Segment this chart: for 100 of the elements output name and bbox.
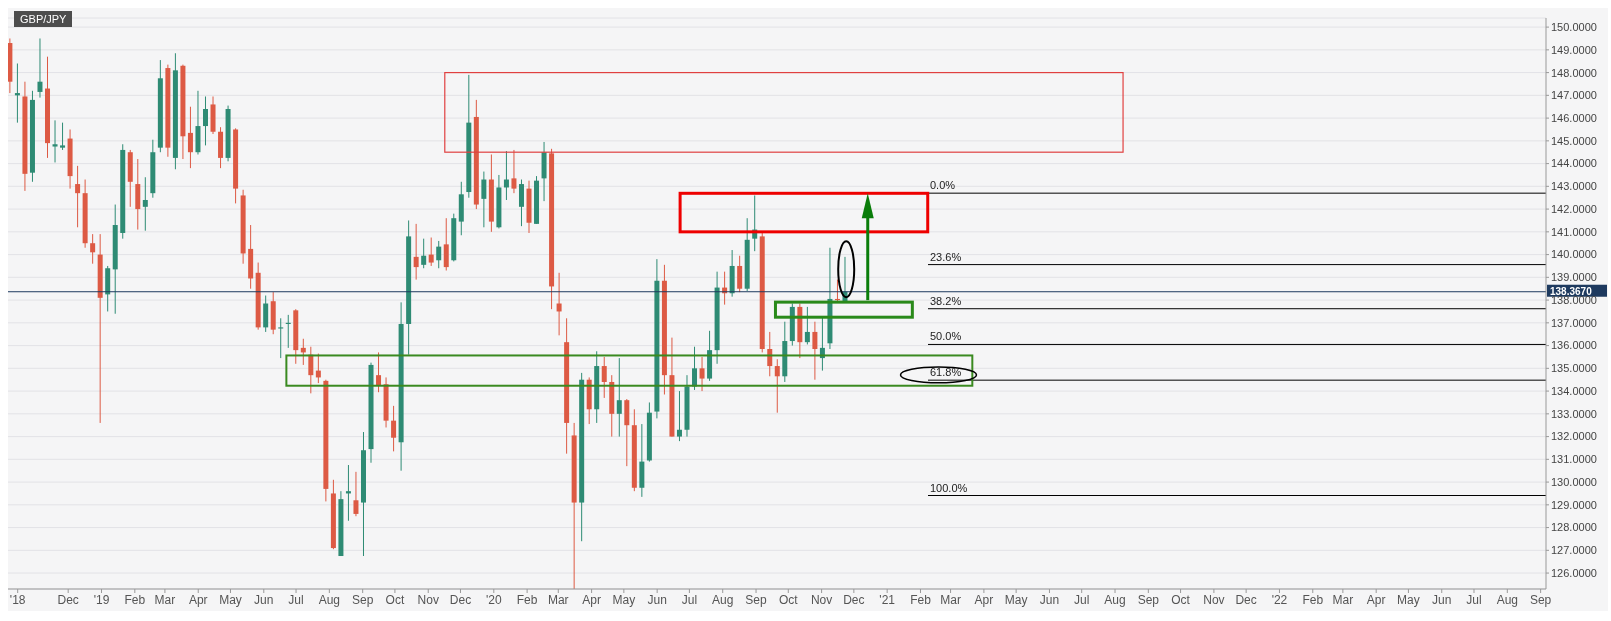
y-tick-label: 142.0000 [1551,203,1597,215]
x-tick-label: Sep [1137,592,1160,607]
x-tick-label: Dec [843,592,865,607]
candlestick [413,223,419,281]
x-tick-label: Jul [288,592,304,607]
candlestick [142,176,148,232]
y-tick-label: 146.0000 [1551,112,1597,124]
x-tick-label: Mar [940,592,961,607]
x-tick-label: Feb [516,592,538,607]
candlestick [676,390,682,442]
y-tick-label: 129.0000 [1551,498,1597,511]
annotation: 38.2% [930,294,962,307]
x-tick-label: May [1397,592,1420,607]
candlestick [428,237,434,267]
candlestick [692,346,698,391]
x-tick-label: Oct [1171,592,1191,607]
candlestick [511,149,517,194]
x-tick-label: Nov [417,592,439,607]
chart-title: GBP/JPY [14,11,73,27]
x-tick-label: May [612,592,636,607]
candlestick [52,119,58,163]
x-tick-label: Nov [1203,592,1225,607]
y-tick-label: 150.0000 [1551,21,1597,33]
candlestick [436,240,442,269]
x-tick-label: Apr [582,592,601,607]
candlestick [518,179,524,227]
candlestick [263,295,269,333]
y-tick-label: 126.0000 [1551,566,1597,579]
x-tick-label: Jun [254,592,274,607]
candlestick [804,306,810,345]
x-tick-label: Oct [385,592,405,607]
y-tick-label: 148.0000 [1551,66,1597,79]
y-tick-label: 139.0000 [1551,271,1597,284]
candlestick [616,357,622,438]
candlestick [14,63,20,124]
candlestick [345,464,351,522]
candlestick [308,346,314,394]
x-tick-label: Feb [1302,592,1324,607]
y-tick-label: 135.0000 [1551,362,1597,375]
x-tick-label: Feb [124,592,146,607]
y-tick-label: 145.0000 [1551,134,1597,147]
y-tick-label: 136.0000 [1551,339,1597,352]
candlestick [187,106,193,169]
x-tick-label: Aug [712,592,734,607]
x-tick-label: '22 [1271,592,1288,607]
y-tick-label: 128.0000 [1551,521,1597,534]
x-tick-label: May [1004,592,1028,607]
ref-line-label: 138.3670 [1550,285,1593,297]
x-tick-label: Sep [1529,592,1552,607]
y-tick-label: 137.0000 [1551,316,1597,329]
y-tick-label: 147.0000 [1551,89,1597,102]
x-tick-label: Dec [449,592,472,607]
x-tick-label: Sep [352,592,374,607]
x-tick-label: Apr [1366,592,1386,607]
x-tick-label: Aug [1104,592,1126,607]
x-tick-label: '18 [9,592,26,607]
y-tick-label: 127.0000 [1551,544,1597,557]
annotation: 0.0% [930,179,956,192]
candlestick [601,356,607,399]
annotation: 61.8% [930,366,962,379]
y-tick-label: 132.0000 [1551,430,1597,443]
y-tick-label: 144.0000 [1551,157,1597,170]
y-tick-label: 140.0000 [1551,248,1597,261]
x-tick-label: '21 [879,592,896,607]
x-tick-label: Aug [318,592,341,607]
x-tick-label: Jul [1074,592,1090,607]
candlestick [278,317,284,359]
x-tick-label: May [219,592,242,607]
candlestick [699,356,705,392]
candlestick [90,233,96,265]
annotation: 23.6% [930,250,962,263]
x-tick-label: Apr [188,592,208,607]
x-tick-label: Oct [778,592,799,607]
y-tick-label: 149.0000 [1551,43,1597,56]
x-tick-label: Dec [1235,592,1257,607]
candlestick [203,95,208,146]
candlestick [774,358,780,414]
candlestick [737,255,743,293]
y-tick-label: 143.0000 [1551,180,1597,193]
y-tick-label: 131.0000 [1551,453,1597,466]
x-tick-label: Feb [910,592,932,607]
x-tick-label: Jun [1432,592,1452,607]
y-tick-label: 133.0000 [1551,407,1597,420]
candlestick [481,171,487,228]
x-tick-label: Jun [1039,592,1060,607]
annotation: 100.0% [930,481,968,494]
candlestick [37,37,43,99]
x-tick-label: Mar [1332,592,1354,607]
x-tick-label: Apr [974,592,994,607]
x-tick-label: Nov [810,592,833,607]
candlestick [376,351,382,393]
candlestick [812,321,818,381]
candlestick [391,405,397,452]
x-tick-label: Jul [681,592,698,607]
x-tick-label: Sep [745,592,768,607]
x-tick-label: Jun [647,592,667,607]
y-tick-label: 141.0000 [1551,225,1597,238]
x-tick-label: '19 [93,592,110,607]
candlestick [353,471,359,517]
y-tick-label: 134.0000 [1551,384,1597,397]
